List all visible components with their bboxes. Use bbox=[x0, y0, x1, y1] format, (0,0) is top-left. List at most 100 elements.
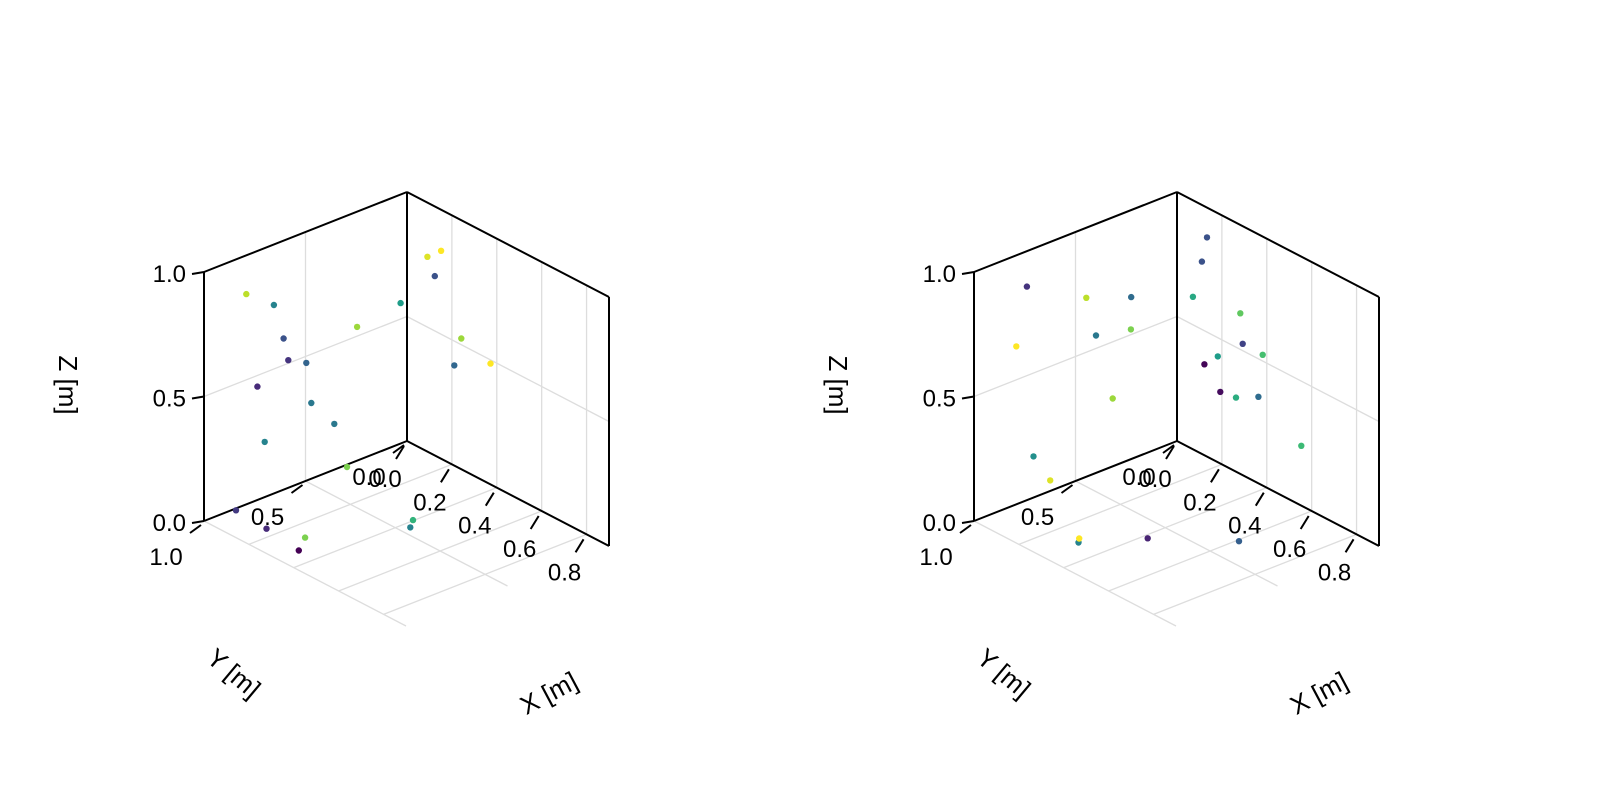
scatter-point bbox=[1217, 388, 1224, 396]
z-tick bbox=[191, 271, 205, 275]
frame-edge-line bbox=[973, 191, 1178, 273]
frame-edge-line bbox=[203, 191, 408, 273]
y-axis-line bbox=[973, 440, 1178, 522]
z-tick bbox=[961, 395, 975, 400]
x-tick-label: 0.4 bbox=[1228, 513, 1261, 540]
y-tick-label: 0.0 bbox=[1122, 464, 1155, 491]
y-tick bbox=[392, 444, 405, 454]
y-axis-line bbox=[203, 440, 408, 522]
scatter-point bbox=[270, 301, 278, 309]
floor-grid-y bbox=[203, 520, 407, 627]
z-tick-label: 0.5 bbox=[153, 386, 186, 413]
x-tick bbox=[1210, 468, 1220, 483]
scatter-point bbox=[285, 357, 292, 364]
xwall-grid-z bbox=[1176, 315, 1380, 423]
scatter-point bbox=[458, 335, 465, 342]
scatter-point bbox=[407, 524, 414, 531]
axis-frame bbox=[973, 191, 1380, 547]
xwall-grid-z bbox=[406, 315, 610, 423]
z-axis-title: Z [m] bbox=[823, 355, 853, 414]
y-tick bbox=[1162, 444, 1175, 454]
scatter-point bbox=[254, 383, 261, 390]
scatter-point bbox=[1239, 340, 1246, 347]
scatter-point bbox=[295, 547, 302, 554]
floor-grid-y bbox=[1075, 480, 1278, 587]
x-tick-label: 0.8 bbox=[1318, 559, 1351, 586]
scatter-point bbox=[1201, 361, 1208, 368]
floor-grid-y bbox=[973, 520, 1177, 627]
z-tick-label: 0.0 bbox=[923, 510, 956, 537]
x-tick-label: 0.8 bbox=[548, 559, 581, 586]
scatter-point bbox=[303, 359, 310, 367]
x-tick bbox=[1254, 492, 1265, 507]
y-tick-label: 1.0 bbox=[149, 544, 182, 571]
scatter-point bbox=[1013, 343, 1020, 350]
x-tick bbox=[1344, 538, 1355, 553]
scatter-point bbox=[409, 516, 417, 524]
scatter-point bbox=[1128, 293, 1135, 301]
scatter3d-panel-right: 0.0 0.2 0.4 0.6 0.8 0.0 0.5 1.0 0.0 0.5 1.0 X [m] Y … bbox=[770, 0, 1570, 800]
scatter-point bbox=[243, 290, 250, 298]
scatter-point bbox=[1023, 283, 1031, 290]
z-tick-label: 0.0 bbox=[153, 510, 186, 537]
scatter-point bbox=[1127, 326, 1135, 333]
scatter-point bbox=[1144, 535, 1151, 542]
floor-grid-y bbox=[305, 480, 508, 587]
x-tick-label: 0.2 bbox=[413, 489, 446, 516]
z-tick-label: 1.0 bbox=[923, 261, 956, 288]
axis-frame bbox=[203, 191, 610, 547]
x-tick-label: 0.0 bbox=[368, 466, 401, 493]
scatter-point bbox=[232, 507, 240, 514]
x-axis-title: X [m] bbox=[515, 666, 583, 721]
x-tick-label: 0.4 bbox=[458, 513, 491, 540]
y-tick bbox=[290, 484, 304, 494]
scatter-point bbox=[451, 362, 458, 369]
scatter-point bbox=[1203, 234, 1211, 241]
y-tick bbox=[1060, 484, 1074, 494]
frame-edge-line bbox=[1176, 191, 1380, 298]
scatter-point bbox=[1298, 442, 1305, 449]
z-tick bbox=[191, 520, 205, 524]
scatter-point bbox=[353, 323, 361, 331]
scatter-point bbox=[431, 272, 438, 280]
scatter-point bbox=[1237, 310, 1244, 317]
scatter-point bbox=[1083, 294, 1090, 301]
scatter-points bbox=[232, 247, 494, 554]
x-tick bbox=[574, 538, 585, 553]
x-axis-line bbox=[1176, 440, 1380, 547]
scatter-point bbox=[397, 299, 404, 307]
scatter-point bbox=[280, 335, 287, 342]
scatter-point bbox=[1076, 535, 1083, 542]
scatter-point bbox=[424, 253, 431, 260]
scatter-point bbox=[1092, 332, 1100, 339]
scatter-point bbox=[301, 534, 309, 541]
x-tick-label: 0.6 bbox=[503, 536, 536, 563]
ticks bbox=[189, 271, 585, 553]
x-tick-label: 0.6 bbox=[1273, 536, 1306, 563]
scatter-point bbox=[1214, 353, 1221, 360]
scatter3d-panel-left: 0.0 0.2 0.4 0.6 0.8 0.0 0.5 1.0 0.0 0.5 1.0 X [m] Y … bbox=[53, 191, 610, 721]
scatter-point bbox=[1259, 351, 1266, 358]
x-tick bbox=[1165, 445, 1175, 460]
y-tick bbox=[959, 524, 972, 534]
scatter-point bbox=[1198, 258, 1206, 265]
ywall-grid-z bbox=[973, 315, 1178, 398]
scatter-points bbox=[1013, 234, 1305, 546]
scatter-point bbox=[1235, 538, 1243, 545]
x-axis-line bbox=[406, 440, 610, 547]
scatter-point bbox=[263, 525, 270, 532]
tick-labels: 0.00.20.40.60.80.00.51.00.00.51.0 bbox=[919, 261, 1351, 586]
scatter-point bbox=[1109, 395, 1116, 402]
scatter-point bbox=[261, 438, 268, 446]
z-tick bbox=[961, 271, 975, 275]
scatter-point bbox=[1030, 453, 1037, 460]
scatter-point bbox=[308, 399, 315, 407]
scatter-point bbox=[1189, 293, 1197, 300]
y-axis-title: Y [m] bbox=[971, 642, 1036, 704]
x-tick bbox=[440, 468, 450, 483]
x-tick bbox=[395, 445, 405, 460]
y-axis-title: Y [m] bbox=[201, 642, 266, 704]
y-tick bbox=[189, 524, 202, 534]
tick-labels: 0.00.20.40.60.80.00.51.00.00.51.0 bbox=[149, 261, 581, 586]
